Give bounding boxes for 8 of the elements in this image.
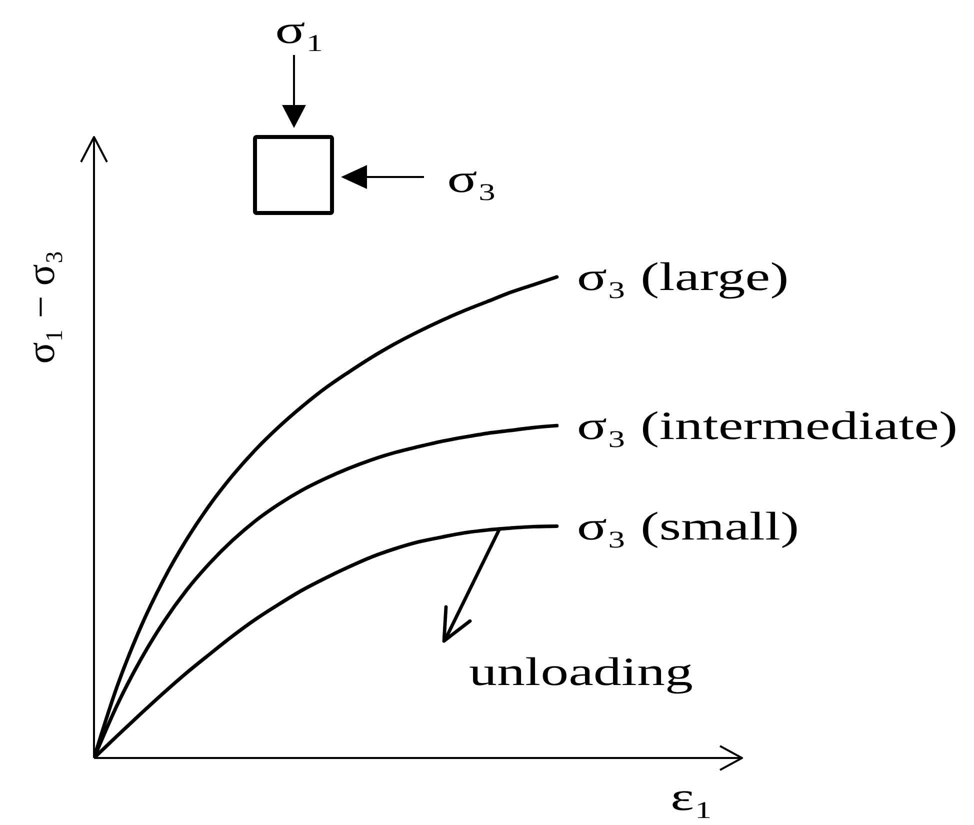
annotation: unloading — [469, 649, 693, 694]
series-label: σ₃ (intermediate) — [576, 403, 958, 448]
series-label: σ₃ (large) — [576, 254, 789, 300]
text: σ₁ — [275, 7, 325, 52]
x-axis-title: ε₁ — [670, 774, 714, 819]
series-label: σ₃ (small) — [576, 504, 800, 548]
y-axis-title: σ₁ − σ₃ — [18, 250, 63, 364]
text: σ₃ — [447, 156, 497, 201]
